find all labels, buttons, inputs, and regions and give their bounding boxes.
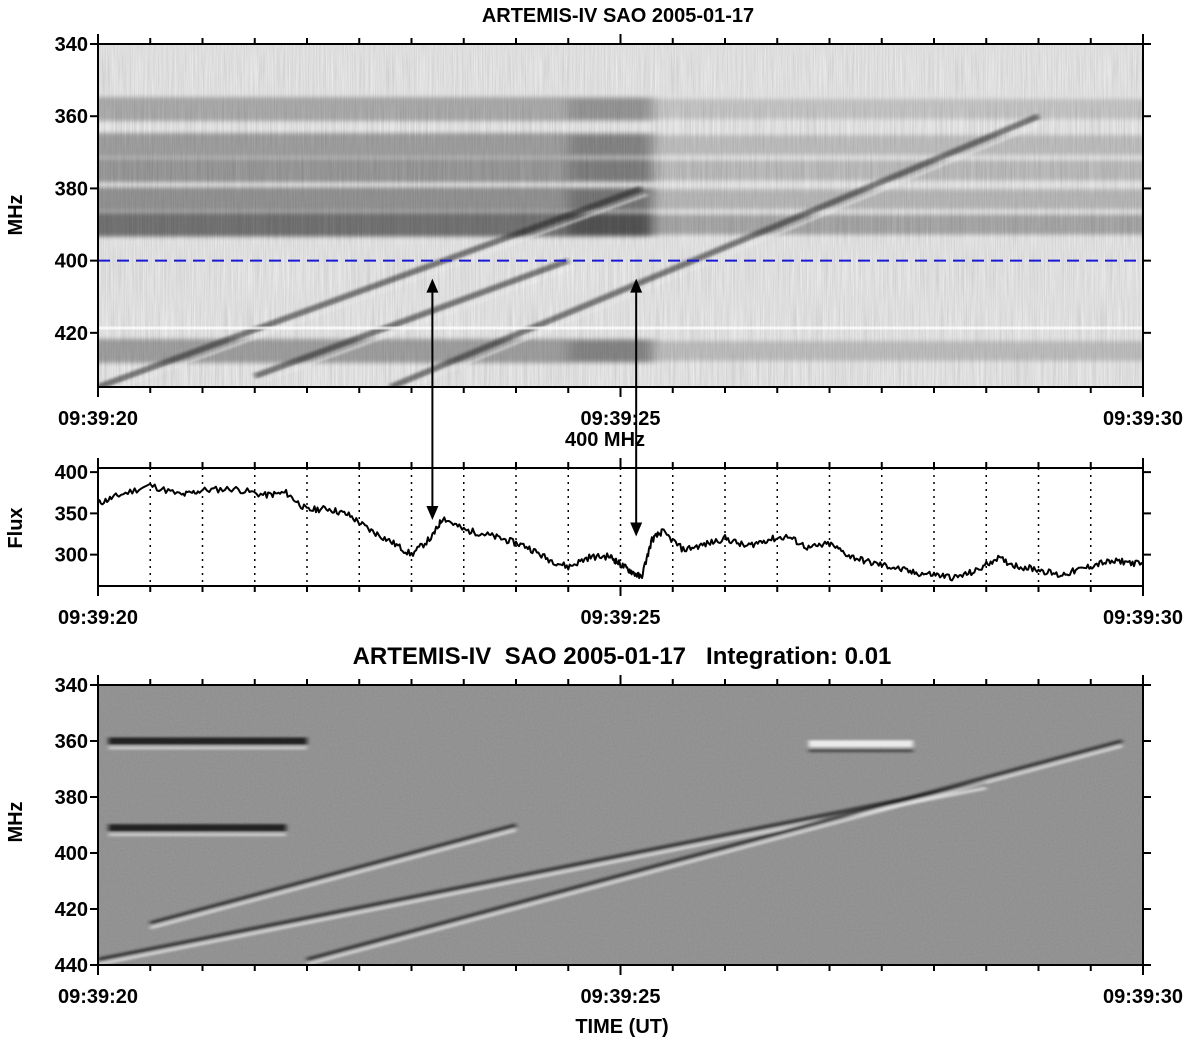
y-tick-label: 340 xyxy=(55,34,88,56)
x-tick-label: 09:39:25 xyxy=(580,408,660,430)
panel-bottom-spectrogram: ARTEMIS-IV SAO 2005-01-17 Integration: 0… xyxy=(5,643,1183,1038)
panel-bottom-x-ticks: 09:39:20 09:39:25 09:39:30 xyxy=(58,675,1183,1008)
arrow-head-up xyxy=(630,278,643,293)
panel-middle-x-ticks: 09:39:20 09:39:25 09:39:30 xyxy=(58,458,1183,629)
panel-top-ylabel: MHz xyxy=(5,194,27,235)
panel-middle-ylabel: Flux xyxy=(5,507,27,548)
y-tick-label: 340 xyxy=(55,675,88,697)
drift-dark xyxy=(149,823,517,925)
arrow-head-down xyxy=(630,522,643,537)
x-tick-label: 09:39:25 xyxy=(580,986,660,1008)
x-tick-label: 09:39:30 xyxy=(1103,986,1183,1008)
y-tick-label: 400 xyxy=(55,462,88,484)
panel-middle-y-ticks: 300 350 400 xyxy=(55,462,1151,567)
panel-top-x-ticks: 09:39:20 09:39:25 09:39:30 xyxy=(58,34,1183,430)
y-tick-label: 380 xyxy=(55,178,88,200)
x-tick-label: 09:39:20 xyxy=(58,986,138,1008)
drift-bright xyxy=(306,744,1123,965)
x-tick-label: 09:39:30 xyxy=(1103,607,1183,629)
panel-bottom-features xyxy=(98,737,1123,965)
x-tick-label: 09:39:20 xyxy=(58,607,138,629)
y-tick-label: 350 xyxy=(55,503,88,525)
panel-bottom-y-ticks: 340 360 380 400 420 440 xyxy=(55,675,1151,977)
panel-bottom-xlabel: TIME (UT) xyxy=(575,1016,668,1038)
y-tick-label: 360 xyxy=(55,731,88,753)
panel-bottom-title: ARTEMIS-IV SAO 2005-01-17 Integration: 0… xyxy=(353,643,892,670)
panel-top-texture xyxy=(98,44,1143,387)
x-tick-label: 09:39:30 xyxy=(1103,408,1183,430)
y-tick-label: 420 xyxy=(55,323,88,345)
drift-dark xyxy=(306,739,1123,962)
panel-bottom-ylabel: MHz xyxy=(5,801,27,842)
panel-middle-title: 400 MHz xyxy=(565,429,645,451)
y-tick-label: 420 xyxy=(55,899,88,921)
y-tick-label: 360 xyxy=(55,106,88,128)
x-tick-label: 09:39:25 xyxy=(580,607,660,629)
arrow-head-up xyxy=(426,278,439,293)
panel-top-spectrogram: ARTEMIS-IV SAO 2005-01-17 MHz 340 360 380 4… xyxy=(5,5,1183,430)
drift-bright xyxy=(149,828,517,930)
arrows xyxy=(426,278,643,537)
y-tick-label: 300 xyxy=(55,545,88,567)
y-tick-label: 400 xyxy=(55,843,88,865)
panel-top-y-ticks: 340 360 380 400 420 xyxy=(55,34,1151,345)
y-tick-label: 400 xyxy=(55,251,88,273)
y-tick-label: 440 xyxy=(55,955,88,977)
x-tick-label: 09:39:20 xyxy=(58,408,138,430)
panel-top-title: ARTEMIS-IV SAO 2005-01-17 xyxy=(482,5,754,27)
y-tick-label: 380 xyxy=(55,787,88,809)
flux-series-line xyxy=(98,482,1143,582)
arrow-head-down xyxy=(426,505,439,520)
drift-dark xyxy=(98,781,987,962)
